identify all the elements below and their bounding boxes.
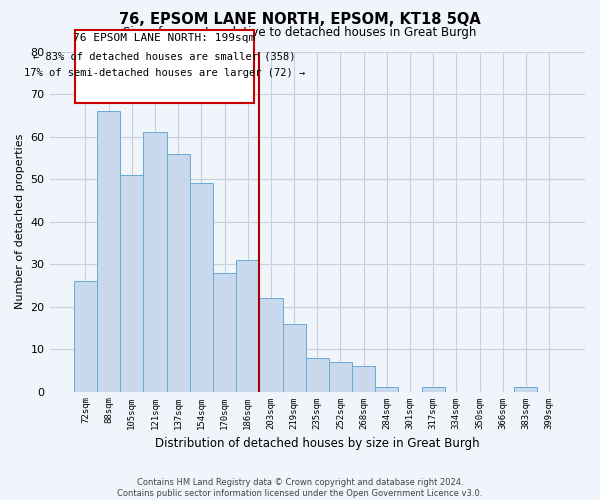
Text: ← 83% of detached houses are smaller (358): ← 83% of detached houses are smaller (35… [33,52,296,62]
Text: Size of property relative to detached houses in Great Burgh: Size of property relative to detached ho… [124,26,476,39]
Text: Contains HM Land Registry data © Crown copyright and database right 2024.
Contai: Contains HM Land Registry data © Crown c… [118,478,482,498]
Bar [236,260,259,392]
Bar [190,184,213,392]
Bar [375,388,398,392]
X-axis label: Distribution of detached houses by size in Great Burgh: Distribution of detached houses by size … [155,437,479,450]
Bar [514,388,538,392]
Text: 76, EPSOM LANE NORTH, EPSOM, KT18 5QA: 76, EPSOM LANE NORTH, EPSOM, KT18 5QA [119,12,481,28]
Bar [259,298,283,392]
Text: 76 EPSOM LANE NORTH: 199sqm: 76 EPSOM LANE NORTH: 199sqm [73,32,256,42]
Bar [422,388,445,392]
Bar [120,175,143,392]
Bar [283,324,305,392]
Bar [352,366,375,392]
Text: 17% of semi-detached houses are larger (72) →: 17% of semi-detached houses are larger (… [23,68,305,78]
Y-axis label: Number of detached properties: Number of detached properties [15,134,25,309]
Bar [143,132,167,392]
Bar [213,272,236,392]
Bar [97,111,120,392]
Bar [329,362,352,392]
Bar [167,154,190,392]
Bar [74,281,97,392]
Bar [305,358,329,392]
